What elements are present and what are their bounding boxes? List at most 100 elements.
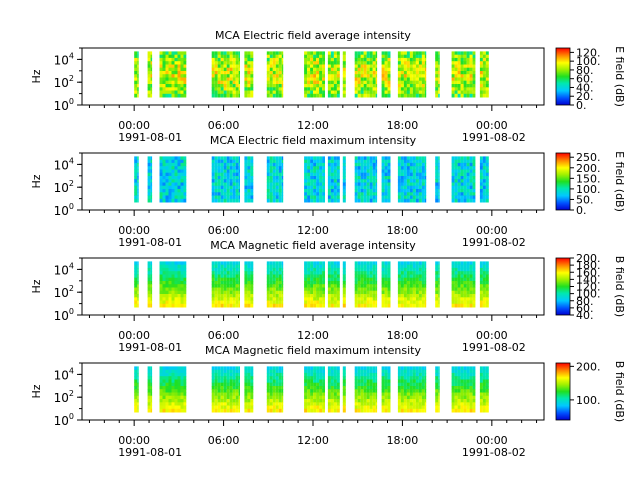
spectrogram-cell bbox=[322, 74, 325, 78]
spectrogram-cell bbox=[400, 261, 404, 266]
spectrogram-cell bbox=[406, 57, 410, 62]
spectrogram-cell bbox=[354, 57, 358, 62]
spectrogram-cell bbox=[435, 297, 439, 301]
spectrogram-cell bbox=[150, 169, 153, 174]
spectrogram-cell bbox=[330, 51, 334, 56]
spectrogram-cell bbox=[310, 386, 314, 390]
spectrogram-cell bbox=[313, 271, 317, 275]
spectrogram-cell bbox=[223, 284, 227, 288]
spectrogram-cell bbox=[482, 405, 486, 410]
spectrogram-cell bbox=[316, 402, 320, 406]
spectrogram-cell bbox=[171, 287, 175, 292]
spectrogram-cell bbox=[150, 84, 153, 88]
spectrogram-cell bbox=[214, 274, 218, 279]
spectrogram-cell bbox=[244, 71, 248, 75]
spectrogram-cell bbox=[354, 162, 358, 167]
spectrogram-cell bbox=[485, 74, 489, 78]
spectrogram-cell bbox=[269, 392, 273, 397]
spectrogram-cell bbox=[435, 402, 439, 406]
spectrogram-cell bbox=[168, 179, 172, 183]
spectrogram-cell bbox=[327, 287, 331, 292]
spectrogram-cell bbox=[269, 402, 273, 406]
spectrogram-cell bbox=[159, 284, 163, 288]
spectrogram-cell bbox=[412, 294, 416, 298]
spectrogram-cell bbox=[177, 51, 181, 56]
spectrogram-cell bbox=[424, 64, 427, 69]
spectrogram-cell bbox=[162, 61, 166, 65]
spectrogram-cell bbox=[183, 87, 187, 91]
spectrogram-cell bbox=[177, 67, 181, 72]
spectrogram-cell bbox=[319, 261, 323, 266]
spectrogram-cell bbox=[469, 402, 473, 406]
spectrogram-cell bbox=[137, 287, 139, 292]
spectrogram-cell bbox=[333, 67, 337, 72]
spectrogram-cell bbox=[229, 179, 233, 183]
x-tick-label: 00:00 bbox=[476, 119, 508, 132]
spectrogram-cell bbox=[421, 271, 425, 275]
spectrogram-cell bbox=[165, 300, 169, 305]
spectrogram-cell bbox=[171, 156, 175, 161]
spectrogram-cell bbox=[409, 77, 413, 82]
spectrogram-cell bbox=[336, 399, 340, 403]
spectrogram-cell bbox=[418, 379, 422, 384]
spectrogram-cell bbox=[266, 271, 270, 275]
spectrogram-cell bbox=[454, 294, 458, 298]
spectrogram-cell bbox=[421, 57, 425, 62]
spectrogram-cell bbox=[418, 386, 422, 390]
spectrogram-cell bbox=[177, 261, 181, 266]
spectrogram-cell bbox=[384, 379, 388, 384]
spectrogram-cell bbox=[333, 74, 337, 78]
spectrogram-cell bbox=[400, 369, 404, 374]
spectrogram-cell bbox=[418, 303, 422, 308]
spectrogram-cell bbox=[363, 395, 367, 400]
spectrogram-cell bbox=[342, 281, 346, 285]
spectrogram-cell bbox=[180, 192, 184, 196]
spectrogram-cell bbox=[313, 87, 317, 91]
spectrogram-cell bbox=[147, 185, 151, 190]
spectrogram-cell bbox=[310, 64, 314, 69]
spectrogram-cell bbox=[281, 303, 284, 308]
spectrogram-cell bbox=[165, 284, 169, 288]
spectrogram-cell bbox=[319, 366, 323, 371]
spectrogram-cell bbox=[304, 290, 308, 295]
spectrogram-cell bbox=[232, 77, 236, 82]
spectrogram-cell bbox=[159, 303, 163, 308]
spectrogram-cell bbox=[363, 271, 367, 275]
y-tick-label: 102 bbox=[54, 74, 74, 90]
spectrogram-cell bbox=[384, 64, 388, 69]
spectrogram-cell bbox=[223, 195, 227, 200]
spectrogram-cell bbox=[330, 405, 334, 410]
spectrogram-cell bbox=[336, 303, 340, 308]
spectrogram-cell bbox=[211, 408, 215, 413]
spectrogram-cell bbox=[466, 80, 470, 85]
spectrogram-cell bbox=[235, 93, 239, 98]
spectrogram-cell bbox=[316, 182, 320, 187]
spectrogram-cell bbox=[438, 67, 440, 72]
spectrogram-cell bbox=[177, 185, 181, 190]
spectrogram-cell bbox=[415, 176, 419, 180]
spectrogram-cell bbox=[316, 300, 320, 305]
spectrogram-cell bbox=[418, 179, 422, 183]
spectrogram-cell bbox=[180, 61, 184, 65]
spectrogram-cell bbox=[211, 80, 215, 85]
spectrogram-cell bbox=[327, 179, 331, 183]
spectrogram-cell bbox=[229, 169, 233, 174]
spectrogram-cell bbox=[400, 192, 404, 196]
spectrogram-cell bbox=[313, 57, 317, 62]
spectrogram-cell bbox=[424, 267, 427, 272]
spectrogram-cell bbox=[463, 297, 467, 301]
spectrogram-cell bbox=[438, 290, 440, 295]
spectrogram-cell bbox=[360, 74, 364, 78]
spectrogram-cell bbox=[278, 277, 282, 282]
spectrogram-cell bbox=[220, 392, 224, 397]
spectrogram-cell bbox=[238, 297, 240, 301]
spectrogram-cell bbox=[134, 71, 138, 75]
spectrogram-cell bbox=[266, 192, 270, 196]
spectrogram-cell bbox=[232, 93, 236, 98]
spectrogram-cell bbox=[482, 300, 486, 305]
spectrogram-cell bbox=[162, 408, 166, 413]
spectrogram-cell bbox=[238, 277, 240, 282]
spectrogram-cell bbox=[403, 93, 407, 98]
spectrogram-cell bbox=[424, 159, 427, 164]
spectrogram-cell bbox=[316, 71, 320, 75]
